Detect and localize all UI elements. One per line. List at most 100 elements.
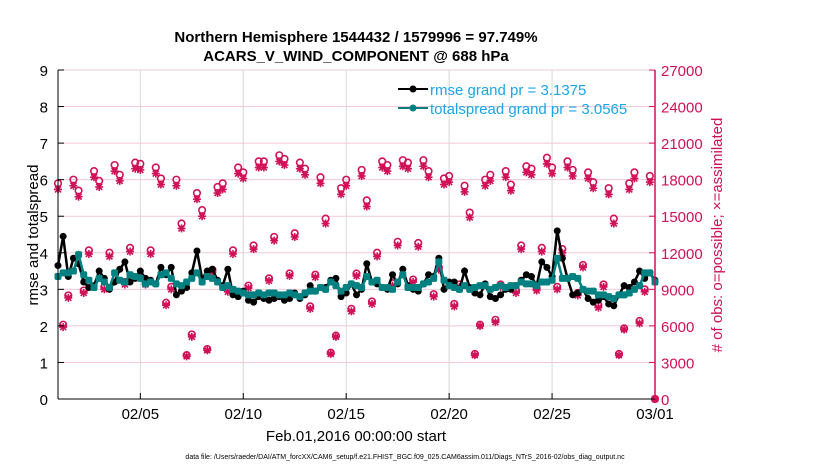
assimilated-obs-point: [192, 195, 201, 204]
possible-obs-point: [234, 163, 243, 172]
possible-obs-point: [244, 281, 253, 290]
y-right-tick-label: 12000: [661, 246, 703, 263]
totalspread-point: [193, 269, 201, 277]
possible-obs-point: [614, 349, 624, 359]
possible-obs-point: [249, 241, 258, 250]
totalspread-point: [75, 251, 83, 259]
possible-obs-point: [563, 157, 572, 166]
possible-obs-point: [95, 176, 104, 185]
series-layer: [53, 151, 660, 404]
possible-obs-point: [419, 156, 428, 165]
rmse-point: [59, 232, 67, 240]
totalspread-point: [198, 278, 206, 286]
possible-obs-point: [578, 260, 588, 270]
totalspread-point: [111, 269, 119, 277]
rmse-point: [543, 263, 551, 271]
assimilated-obs-point: [156, 180, 165, 189]
possible-obs-point: [115, 170, 124, 179]
possible-obs-point: [198, 206, 207, 215]
y-tick-label: 7: [40, 136, 48, 153]
x-tick-label: 02/10: [225, 406, 263, 423]
assimilated-obs-point: [69, 181, 78, 190]
possible-obs-point: [182, 351, 191, 360]
rmse-point: [353, 291, 360, 299]
possible-obs-point: [409, 275, 418, 284]
rmse-point: [136, 267, 144, 275]
possible-obs-point: [635, 316, 644, 326]
possible-obs-point: [414, 238, 423, 248]
possible-obs-point: [630, 168, 639, 177]
y-tick-label: 0: [40, 392, 48, 409]
possible-obs-point: [270, 232, 279, 242]
possible-obs-point: [264, 274, 274, 283]
assimilated-obs-point: [151, 169, 160, 178]
rmse-point: [584, 294, 592, 302]
possible-obs-point: [383, 160, 392, 170]
assimilated-obs-point: [424, 173, 433, 182]
rmse-point: [306, 282, 314, 290]
possible-obs-point: [450, 299, 459, 309]
totalspread-point: [440, 276, 448, 284]
y-right-tick-label: 24000: [661, 100, 703, 117]
possible-obs-point: [177, 219, 186, 228]
totalspread-point: [85, 276, 93, 284]
rmse-point: [208, 265, 216, 273]
totalspread-point: [389, 285, 397, 293]
possible-obs-point: [172, 175, 181, 184]
y-tick-label: 4: [40, 246, 48, 263]
possible-obs-point: [640, 285, 649, 294]
x-tick-label: 02/15: [327, 406, 365, 423]
possible-obs-point: [372, 248, 382, 257]
possible-obs-point: [105, 248, 114, 257]
possible-obs-point: [486, 170, 495, 179]
y-right-tick-label: 9000: [661, 282, 694, 299]
totalspread-point: [363, 273, 371, 281]
y-tick-label: 5: [40, 209, 48, 226]
possible-obs-point: [352, 269, 361, 278]
possible-obs-point: [326, 348, 335, 357]
possible-obs-point: [527, 164, 536, 173]
totalspread-point: [105, 284, 113, 292]
rmse-point: [399, 265, 407, 273]
possible-obs-point: [156, 174, 166, 183]
possible-obs-point: [300, 164, 310, 173]
possible-obs-point: [336, 184, 346, 193]
y-right-tick-label: 3000: [661, 355, 694, 372]
rmse-point: [363, 260, 371, 268]
rmse-point: [389, 271, 397, 279]
possible-obs-point: [84, 246, 93, 255]
rmse-point: [461, 267, 469, 275]
assimilated-obs-point: [280, 161, 289, 170]
rmse-point: [121, 258, 129, 266]
possible-obs-point: [285, 269, 294, 278]
possible-obs-point: [470, 349, 479, 359]
possible-obs-point: [553, 282, 562, 291]
totalspread-point: [332, 282, 340, 290]
totalspread-point: [80, 271, 88, 279]
rmse-point: [610, 302, 618, 310]
possible-obs-point: [357, 165, 366, 175]
totalspread-point: [162, 269, 170, 277]
legend-rmse-label: rmse grand pr = 3.1375: [430, 82, 586, 99]
legend-rmse-marker: [409, 85, 417, 93]
possible-obs-point: [609, 214, 618, 223]
possible-obs-point: [321, 214, 330, 223]
possible-obs-point: [79, 286, 88, 295]
y-tick-label: 3: [40, 282, 48, 299]
totalspread-point: [553, 254, 561, 262]
totalspread-point: [90, 284, 98, 292]
totalspread-point: [100, 278, 108, 286]
rmse-point: [167, 263, 175, 271]
possible-obs-point: [506, 180, 515, 189]
totalspread-point: [121, 278, 129, 286]
grid: [58, 69, 656, 400]
totalspread-point: [435, 258, 443, 266]
totalspread-point: [136, 274, 144, 282]
possible-obs-point: [228, 246, 238, 255]
possible-obs-point: [89, 167, 99, 176]
totalspread-point: [322, 285, 330, 293]
legend: rmse grand pr = 3.1375 totalspread grand…: [398, 82, 627, 118]
possible-obs-point: [254, 157, 263, 166]
